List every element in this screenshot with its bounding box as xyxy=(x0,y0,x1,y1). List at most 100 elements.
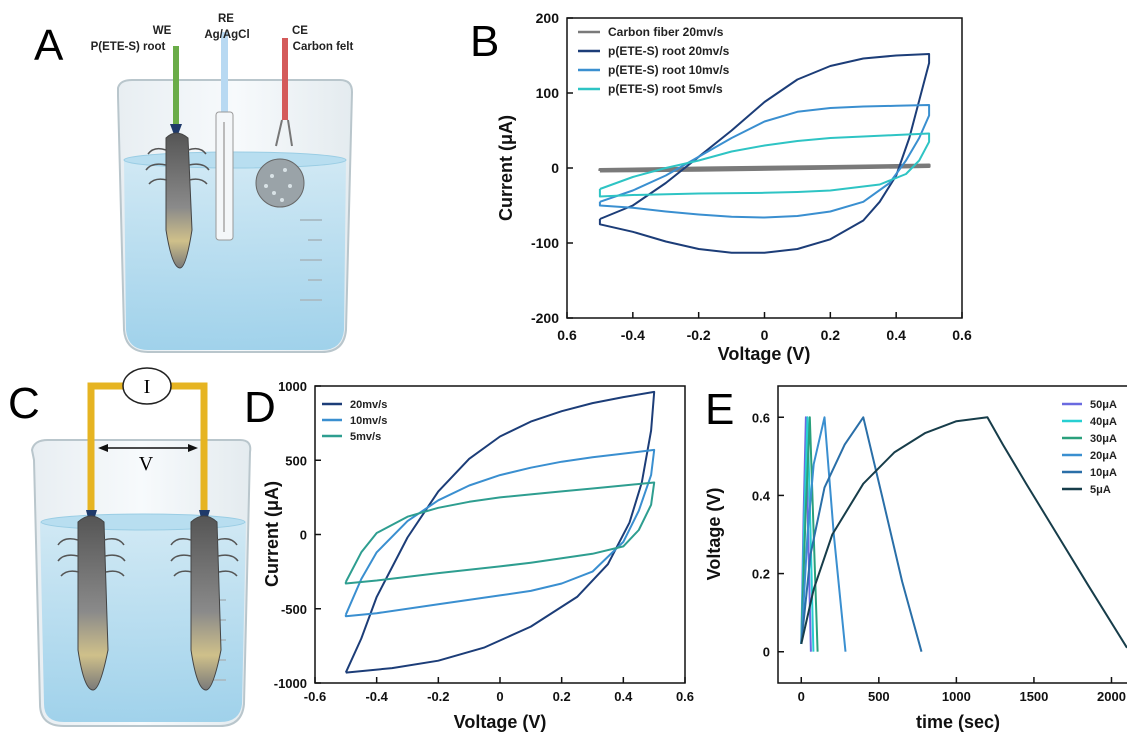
series-line xyxy=(800,416,819,652)
ammeter: I xyxy=(122,367,172,405)
x-tick-label: -0.4 xyxy=(365,689,388,704)
x-tick-label: 0 xyxy=(798,689,805,704)
x-tick-label: -0.2 xyxy=(427,689,449,704)
series-line xyxy=(800,416,1127,649)
legend-label: 5mv/s xyxy=(350,431,381,443)
x-tick-label: 1000 xyxy=(942,689,971,704)
x-tick-label: 0 xyxy=(496,689,503,704)
working-electrode: WE P(ETE-S) root xyxy=(91,25,210,269)
counter-electrode: CE Carbon felt xyxy=(255,25,354,208)
legend-label: Carbon fiber 20mv/s xyxy=(608,25,724,39)
series-d xyxy=(344,390,656,674)
x-tick-label: 0.6 xyxy=(676,689,694,704)
y-axis-title-e: Voltage (V) xyxy=(704,488,724,581)
series-line xyxy=(800,416,923,652)
x-tick-label: 0.6 xyxy=(557,327,577,343)
voltage-symbol: V xyxy=(139,453,154,475)
panel-b-letter: B xyxy=(470,17,499,66)
ticks-e: 0 500 1000 1500 2000 0 0.2 0.4 0.6 xyxy=(752,410,1126,704)
series-line xyxy=(598,104,931,219)
y-tick-label: 0 xyxy=(763,645,770,660)
x-tick-label: 0.4 xyxy=(614,689,633,704)
panel-c-letter: C xyxy=(8,379,40,428)
y-tick-label: 1000 xyxy=(278,379,307,394)
panel-d-letter: D xyxy=(244,383,276,432)
legend-label: p(ETE-S) root 20mv/s xyxy=(608,44,730,58)
series-line xyxy=(344,390,656,674)
re-material-label: Ag/AgCl xyxy=(204,29,249,41)
y-tick-label: 100 xyxy=(536,85,560,101)
root-electrode-right xyxy=(170,510,239,691)
ticks-b: 0.6 -0.4 -0.2 0 0.2 0.4 0.6 200 100 0 -100 -200 xyxy=(531,10,972,343)
x-axis-title-b: Voltage (V) xyxy=(718,344,811,364)
panel-a: A WE P(ETE-S) root xyxy=(34,13,354,353)
panel-e-letter: E xyxy=(705,385,734,434)
series-line xyxy=(598,163,931,173)
ce-material-label: Carbon felt xyxy=(293,41,354,53)
panel-e: E 0 500 1000 1500 2000 0 0.2 0.4 0.6 50μA 40μA 30μ… xyxy=(704,385,1127,732)
legend-label: 10μA xyxy=(1090,467,1117,479)
panel-b: B 0.6 -0.4 -0.2 0 0.2 0.4 0.6 200 100 0 -100 -200 C… xyxy=(470,10,972,364)
series-b xyxy=(598,53,931,254)
y-tick-label: 0 xyxy=(300,528,307,543)
panel-a-letter: A xyxy=(34,21,64,70)
reference-electrode: RE Ag/AgCl xyxy=(204,13,250,241)
legend-label: 40μA xyxy=(1090,416,1117,428)
circuit-wires xyxy=(87,382,208,520)
plot-frame-e xyxy=(777,385,1127,684)
y-tick-label: 0.4 xyxy=(752,488,771,503)
re-role-label: RE xyxy=(218,13,234,25)
x-tick-label: -0.6 xyxy=(304,689,326,704)
beaker-a xyxy=(117,79,354,353)
legend-label: 20μA xyxy=(1090,450,1117,462)
x-tick-label: 2000 xyxy=(1097,689,1126,704)
y-tick-label: 0.6 xyxy=(752,410,770,425)
y-axis-title-b: Current (μA) xyxy=(496,115,516,221)
y-tick-label: -1000 xyxy=(274,676,307,691)
legend-label: 20mv/s xyxy=(350,399,387,411)
y-tick-label: 500 xyxy=(285,453,307,468)
ce-role-label: CE xyxy=(292,25,308,37)
series-e xyxy=(800,416,1127,652)
y-tick-label: -100 xyxy=(531,235,559,251)
series-line xyxy=(800,416,847,652)
series-line xyxy=(344,481,656,585)
y-tick-label: 0 xyxy=(551,160,559,176)
legend-d: 20mv/s 10mv/s 5mv/s xyxy=(322,399,387,443)
x-tick-label: 0.2 xyxy=(553,689,571,704)
y-tick-label: -500 xyxy=(281,602,307,617)
x-tick-label: -0.4 xyxy=(621,327,645,343)
x-tick-label: 0.4 xyxy=(886,327,906,343)
legend-label: 10mv/s xyxy=(350,415,387,427)
x-tick-label: 0 xyxy=(761,327,769,343)
legend-e: 50μA 40μA 30μA 20μA 10μA 5μA xyxy=(1062,399,1117,496)
legend-label: 30μA xyxy=(1090,433,1117,445)
series-line xyxy=(598,132,931,198)
x-tick-label: -0.2 xyxy=(687,327,711,343)
x-tick-label: 1500 xyxy=(1019,689,1048,704)
y-axis-title-d: Current (μA) xyxy=(262,481,282,587)
legend-label: p(ETE-S) root 5mv/s xyxy=(608,82,723,96)
x-axis-title-d: Voltage (V) xyxy=(454,712,547,732)
root-electrode-left xyxy=(57,510,126,691)
legend-b: Carbon fiber 20mv/s p(ETE-S) root 20mv/s p… xyxy=(578,25,730,96)
ticks-d: -0.6 -0.4 -0.2 0 0.2 0.4 0.6 1000 500 0 -500 -1000 xyxy=(274,379,694,704)
we-role-label: WE xyxy=(153,25,172,37)
x-tick-label: 0.6 xyxy=(952,327,972,343)
y-tick-label: 0.2 xyxy=(752,567,770,582)
series-line xyxy=(344,448,656,618)
x-tick-label: 0.2 xyxy=(821,327,841,343)
legend-label: p(ETE-S) root 10mv/s xyxy=(608,63,730,77)
series-line xyxy=(598,53,931,254)
y-tick-label: 200 xyxy=(536,10,560,26)
x-tick-label: 500 xyxy=(868,689,890,704)
panel-d: D -0.6 -0.4 -0.2 0 0.2 0.4 0.6 1000 500 0 -500 -100… xyxy=(244,379,694,732)
we-material-label: P(ETE-S) root xyxy=(91,41,166,53)
y-tick-label: -200 xyxy=(531,310,559,326)
legend-label: 50μA xyxy=(1090,399,1117,411)
panel-c: C I V xyxy=(8,367,252,727)
legend-label: 5μA xyxy=(1090,484,1111,496)
ammeter-symbol: I xyxy=(144,376,151,398)
x-axis-title-e: time (sec) xyxy=(916,712,1000,732)
